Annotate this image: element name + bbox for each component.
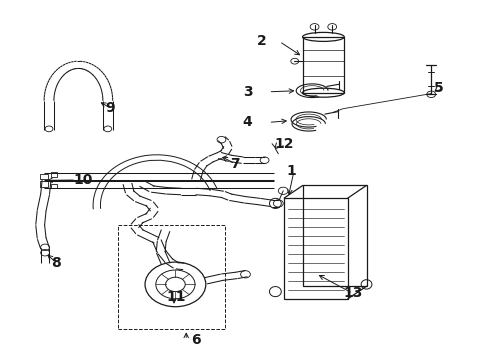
Text: 4: 4 — [243, 116, 252, 129]
Text: 1: 1 — [287, 164, 296, 178]
Bar — [118, 225, 225, 329]
Text: 3: 3 — [243, 85, 252, 99]
Bar — [40, 174, 48, 179]
Text: 5: 5 — [434, 81, 443, 95]
Bar — [51, 172, 57, 177]
Text: 2: 2 — [257, 35, 267, 48]
Text: 12: 12 — [274, 137, 294, 151]
Text: 10: 10 — [74, 173, 93, 187]
Text: 11: 11 — [167, 290, 186, 304]
Bar — [40, 181, 48, 187]
Bar — [284, 198, 348, 299]
Bar — [303, 185, 367, 286]
Bar — [303, 37, 344, 93]
Text: 9: 9 — [105, 101, 115, 115]
Text: 8: 8 — [51, 256, 61, 270]
Text: 7: 7 — [230, 157, 240, 171]
Bar — [51, 184, 57, 188]
Text: 13: 13 — [343, 287, 363, 300]
Text: 6: 6 — [191, 333, 201, 347]
